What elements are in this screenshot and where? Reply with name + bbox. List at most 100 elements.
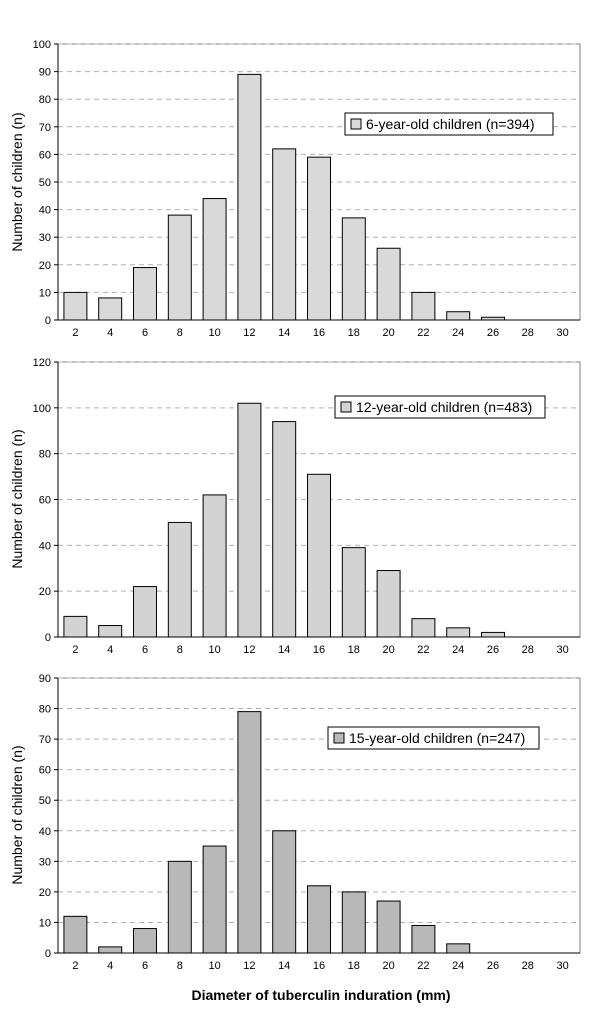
y-tick-label: 90 bbox=[39, 67, 51, 79]
x-tick-label: 24 bbox=[452, 644, 464, 656]
x-tick-label: 8 bbox=[177, 644, 183, 656]
bar-12 bbox=[237, 73, 262, 321]
bar-20 bbox=[376, 570, 401, 638]
bar-14 bbox=[272, 830, 297, 954]
x-tick-label: 6 bbox=[142, 327, 148, 339]
x-tick-label: 20 bbox=[382, 644, 394, 656]
x-tick-label: 10 bbox=[208, 644, 220, 656]
bar-8 bbox=[167, 521, 192, 638]
x-tick-label: 18 bbox=[348, 327, 360, 339]
bar-4 bbox=[98, 297, 123, 321]
bar-16 bbox=[307, 885, 331, 954]
bar-14 bbox=[272, 421, 297, 638]
y-tick-label: 100 bbox=[33, 39, 51, 51]
y-tick-label: 30 bbox=[39, 232, 51, 244]
x-tick-label: 28 bbox=[522, 960, 534, 972]
y-tick-label: 80 bbox=[39, 94, 51, 106]
bar-2 bbox=[63, 291, 88, 321]
y-axis-title: Number of children (n) bbox=[9, 745, 25, 884]
x-tick-label: 2 bbox=[72, 327, 78, 339]
y-tick-label: 120 bbox=[33, 357, 51, 369]
y-tick-label: 50 bbox=[39, 177, 51, 189]
legend-label: 12-year-old children (n=483) bbox=[356, 399, 532, 415]
bar-24 bbox=[446, 627, 471, 638]
y-tick-label: 60 bbox=[39, 149, 51, 161]
legend-box bbox=[334, 395, 546, 419]
y-tick-label: 50 bbox=[39, 795, 51, 807]
bar-14 bbox=[272, 148, 297, 321]
x-tick-label: 22 bbox=[417, 327, 429, 339]
x-tick-label: 28 bbox=[522, 644, 534, 656]
bar-16 bbox=[307, 473, 331, 638]
y-tick-label: 0 bbox=[45, 632, 51, 644]
legend-box bbox=[327, 726, 540, 750]
x-tick-label: 24 bbox=[452, 960, 464, 972]
legend-swatch bbox=[340, 401, 352, 413]
x-tick-label: 14 bbox=[278, 960, 290, 972]
bar-20 bbox=[376, 900, 401, 954]
y-tick-label: 0 bbox=[45, 315, 51, 327]
bar-4 bbox=[98, 625, 123, 638]
bar-26 bbox=[481, 631, 505, 638]
y-tick-label: 10 bbox=[39, 287, 51, 299]
y-tick-label: 20 bbox=[39, 586, 51, 598]
x-tick-label: 22 bbox=[417, 644, 429, 656]
bar-10 bbox=[202, 198, 227, 321]
x-tick-label: 12 bbox=[243, 644, 255, 656]
x-tick-label: 16 bbox=[313, 327, 325, 339]
y-tick-label: 90 bbox=[39, 673, 51, 685]
x-tick-label: 30 bbox=[556, 644, 568, 656]
bar-12 bbox=[237, 711, 262, 954]
bar-18 bbox=[341, 891, 366, 954]
legend: 6-year-old children (n=394) bbox=[344, 112, 554, 136]
legend: 12-year-old children (n=483) bbox=[334, 395, 546, 419]
y-tick-label: 80 bbox=[39, 449, 51, 461]
x-tick-label: 24 bbox=[452, 327, 464, 339]
y-tick-label: 70 bbox=[39, 122, 51, 134]
x-tick-label: 18 bbox=[348, 644, 360, 656]
bar-16 bbox=[307, 156, 331, 321]
x-tick-label: 10 bbox=[208, 327, 220, 339]
x-tick-label: 20 bbox=[382, 327, 394, 339]
legend: 15-year-old children (n=247) bbox=[327, 726, 540, 750]
bar-24 bbox=[446, 943, 471, 954]
x-tick-label: 2 bbox=[72, 644, 78, 656]
bar-8 bbox=[167, 860, 192, 954]
bar-12 bbox=[237, 402, 262, 638]
legend-swatch bbox=[333, 732, 345, 744]
y-tick-label: 40 bbox=[39, 826, 51, 838]
x-tick-label: 26 bbox=[487, 327, 499, 339]
bar-6 bbox=[133, 928, 157, 954]
x-tick-label: 26 bbox=[487, 960, 499, 972]
x-tick-label: 8 bbox=[177, 327, 183, 339]
x-tick-label: 16 bbox=[313, 644, 325, 656]
x-tick-label: 18 bbox=[348, 960, 360, 972]
bar-6 bbox=[133, 586, 157, 638]
x-tick-label: 28 bbox=[522, 327, 534, 339]
y-tick-label: 40 bbox=[39, 205, 51, 217]
x-tick-label: 8 bbox=[177, 960, 183, 972]
x-tick-label: 14 bbox=[278, 644, 290, 656]
bar-8 bbox=[167, 214, 192, 321]
x-tick-label: 2 bbox=[72, 960, 78, 972]
y-tick-label: 30 bbox=[39, 856, 51, 868]
x-tick-label: 22 bbox=[417, 960, 429, 972]
legend-swatch bbox=[350, 118, 362, 130]
bar-18 bbox=[341, 547, 366, 638]
bar-18 bbox=[341, 217, 366, 321]
x-axis-title: Diameter of tuberculin induration (mm) bbox=[191, 987, 450, 1003]
legend-label: 6-year-old children (n=394) bbox=[366, 116, 534, 132]
y-tick-label: 80 bbox=[39, 704, 51, 716]
legend-box bbox=[344, 112, 554, 136]
x-tick-label: 30 bbox=[556, 960, 568, 972]
y-tick-label: 60 bbox=[39, 765, 51, 777]
bar-20 bbox=[376, 247, 401, 321]
legend-label: 15-year-old children (n=247) bbox=[349, 730, 525, 746]
y-tick-label: 70 bbox=[39, 734, 51, 746]
bar-22 bbox=[411, 291, 436, 321]
bar-10 bbox=[202, 845, 227, 954]
bar-4 bbox=[98, 946, 123, 954]
